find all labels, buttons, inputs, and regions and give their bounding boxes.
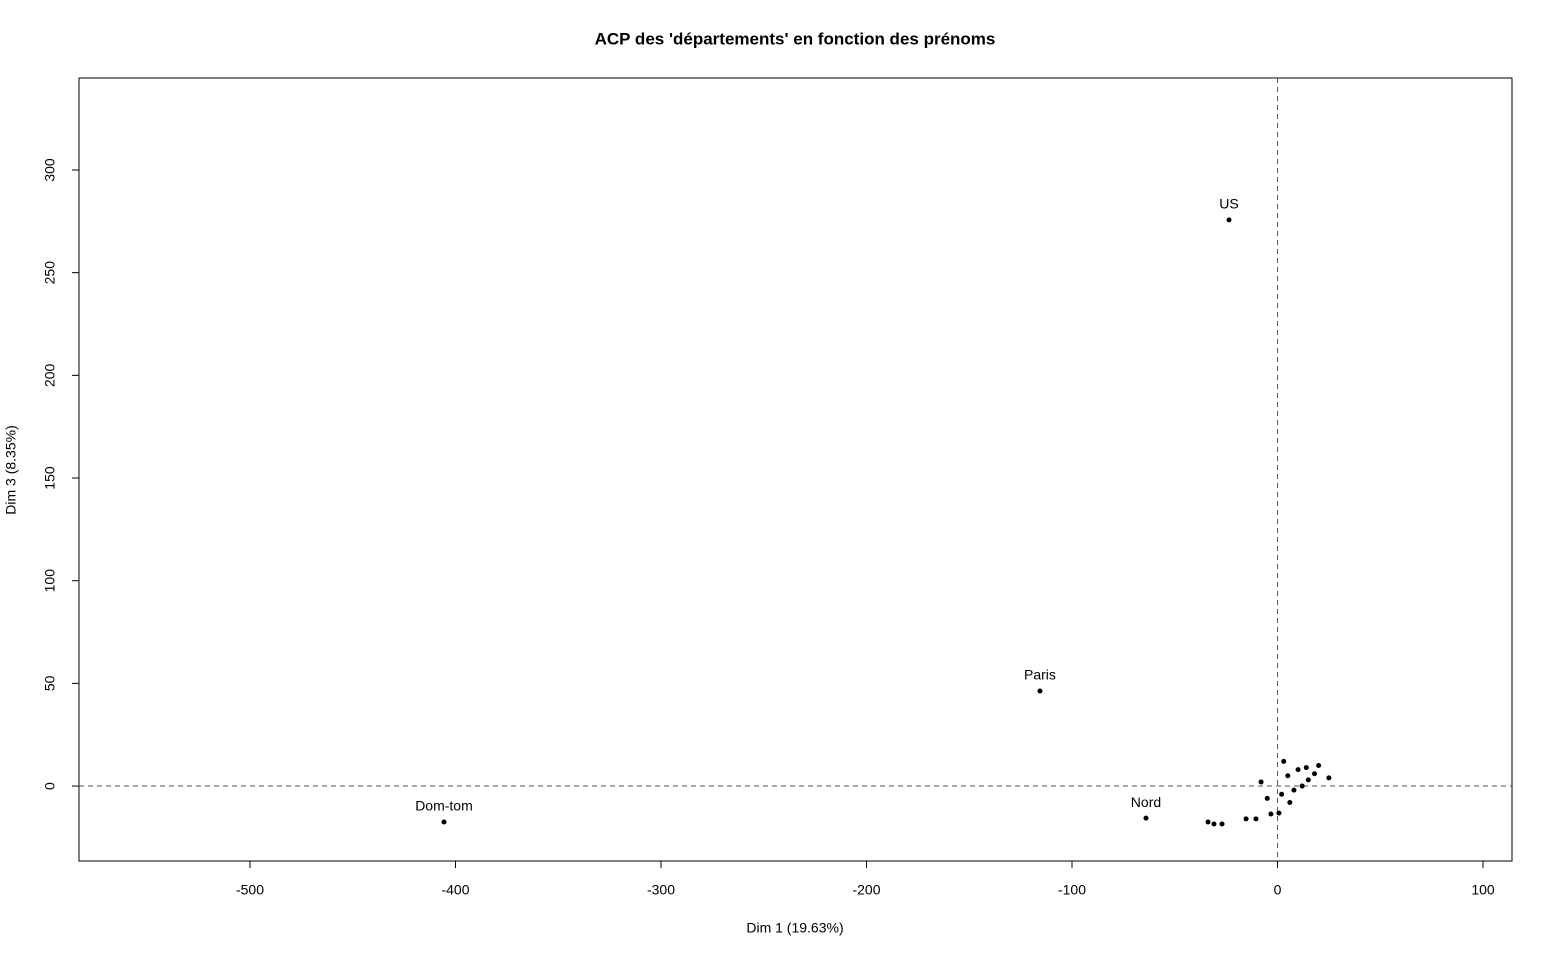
y-tick-label: 300 (42, 158, 58, 182)
x-tick-label: -300 (647, 882, 675, 898)
x-tick-label: -400 (441, 882, 469, 898)
point (1303, 765, 1309, 771)
point (1279, 791, 1285, 797)
point-label: US (1219, 196, 1238, 212)
point (1291, 787, 1297, 793)
y-tick-label: 250 (42, 261, 58, 285)
chart-title: ACP des 'départements' en fonction des p… (595, 29, 996, 48)
point (1268, 811, 1274, 817)
point (1299, 783, 1305, 789)
point-label: Nord (1131, 794, 1161, 810)
y-tick-label: 0 (42, 782, 58, 790)
point (1211, 821, 1217, 827)
point (1258, 779, 1264, 785)
x-tick-label: -500 (236, 882, 264, 898)
y-tick-label: 100 (42, 569, 58, 593)
point (1316, 763, 1322, 769)
x-tick-label: -100 (1058, 882, 1086, 898)
x-tick-label: 0 (1274, 882, 1282, 898)
point (1243, 816, 1249, 822)
x-tick-label: 100 (1471, 882, 1495, 898)
point (1287, 799, 1293, 805)
point (1285, 773, 1291, 779)
x-axis-label: Dim 1 (19.63%) (746, 920, 843, 936)
point (441, 819, 447, 825)
y-tick-label: 150 (42, 466, 58, 490)
point (1226, 217, 1232, 223)
y-tick-label: 200 (42, 363, 58, 387)
y-axis-label: Dim 3 (8.35%) (3, 425, 19, 514)
point (1295, 767, 1301, 773)
point (1253, 816, 1259, 822)
point-label: Dom-tom (415, 798, 473, 814)
point (1143, 815, 1149, 821)
x-tick-label: -200 (852, 882, 880, 898)
plot-frame (78, 77, 1513, 862)
point (1305, 777, 1311, 783)
point (1205, 819, 1211, 825)
point (1219, 821, 1225, 827)
point (1264, 795, 1270, 801)
point (1281, 758, 1287, 764)
point (1276, 810, 1282, 816)
point (1312, 771, 1318, 777)
point (1037, 688, 1043, 694)
point-label: Paris (1024, 667, 1056, 683)
y-tick-label: 50 (42, 675, 58, 691)
point (1326, 775, 1332, 781)
